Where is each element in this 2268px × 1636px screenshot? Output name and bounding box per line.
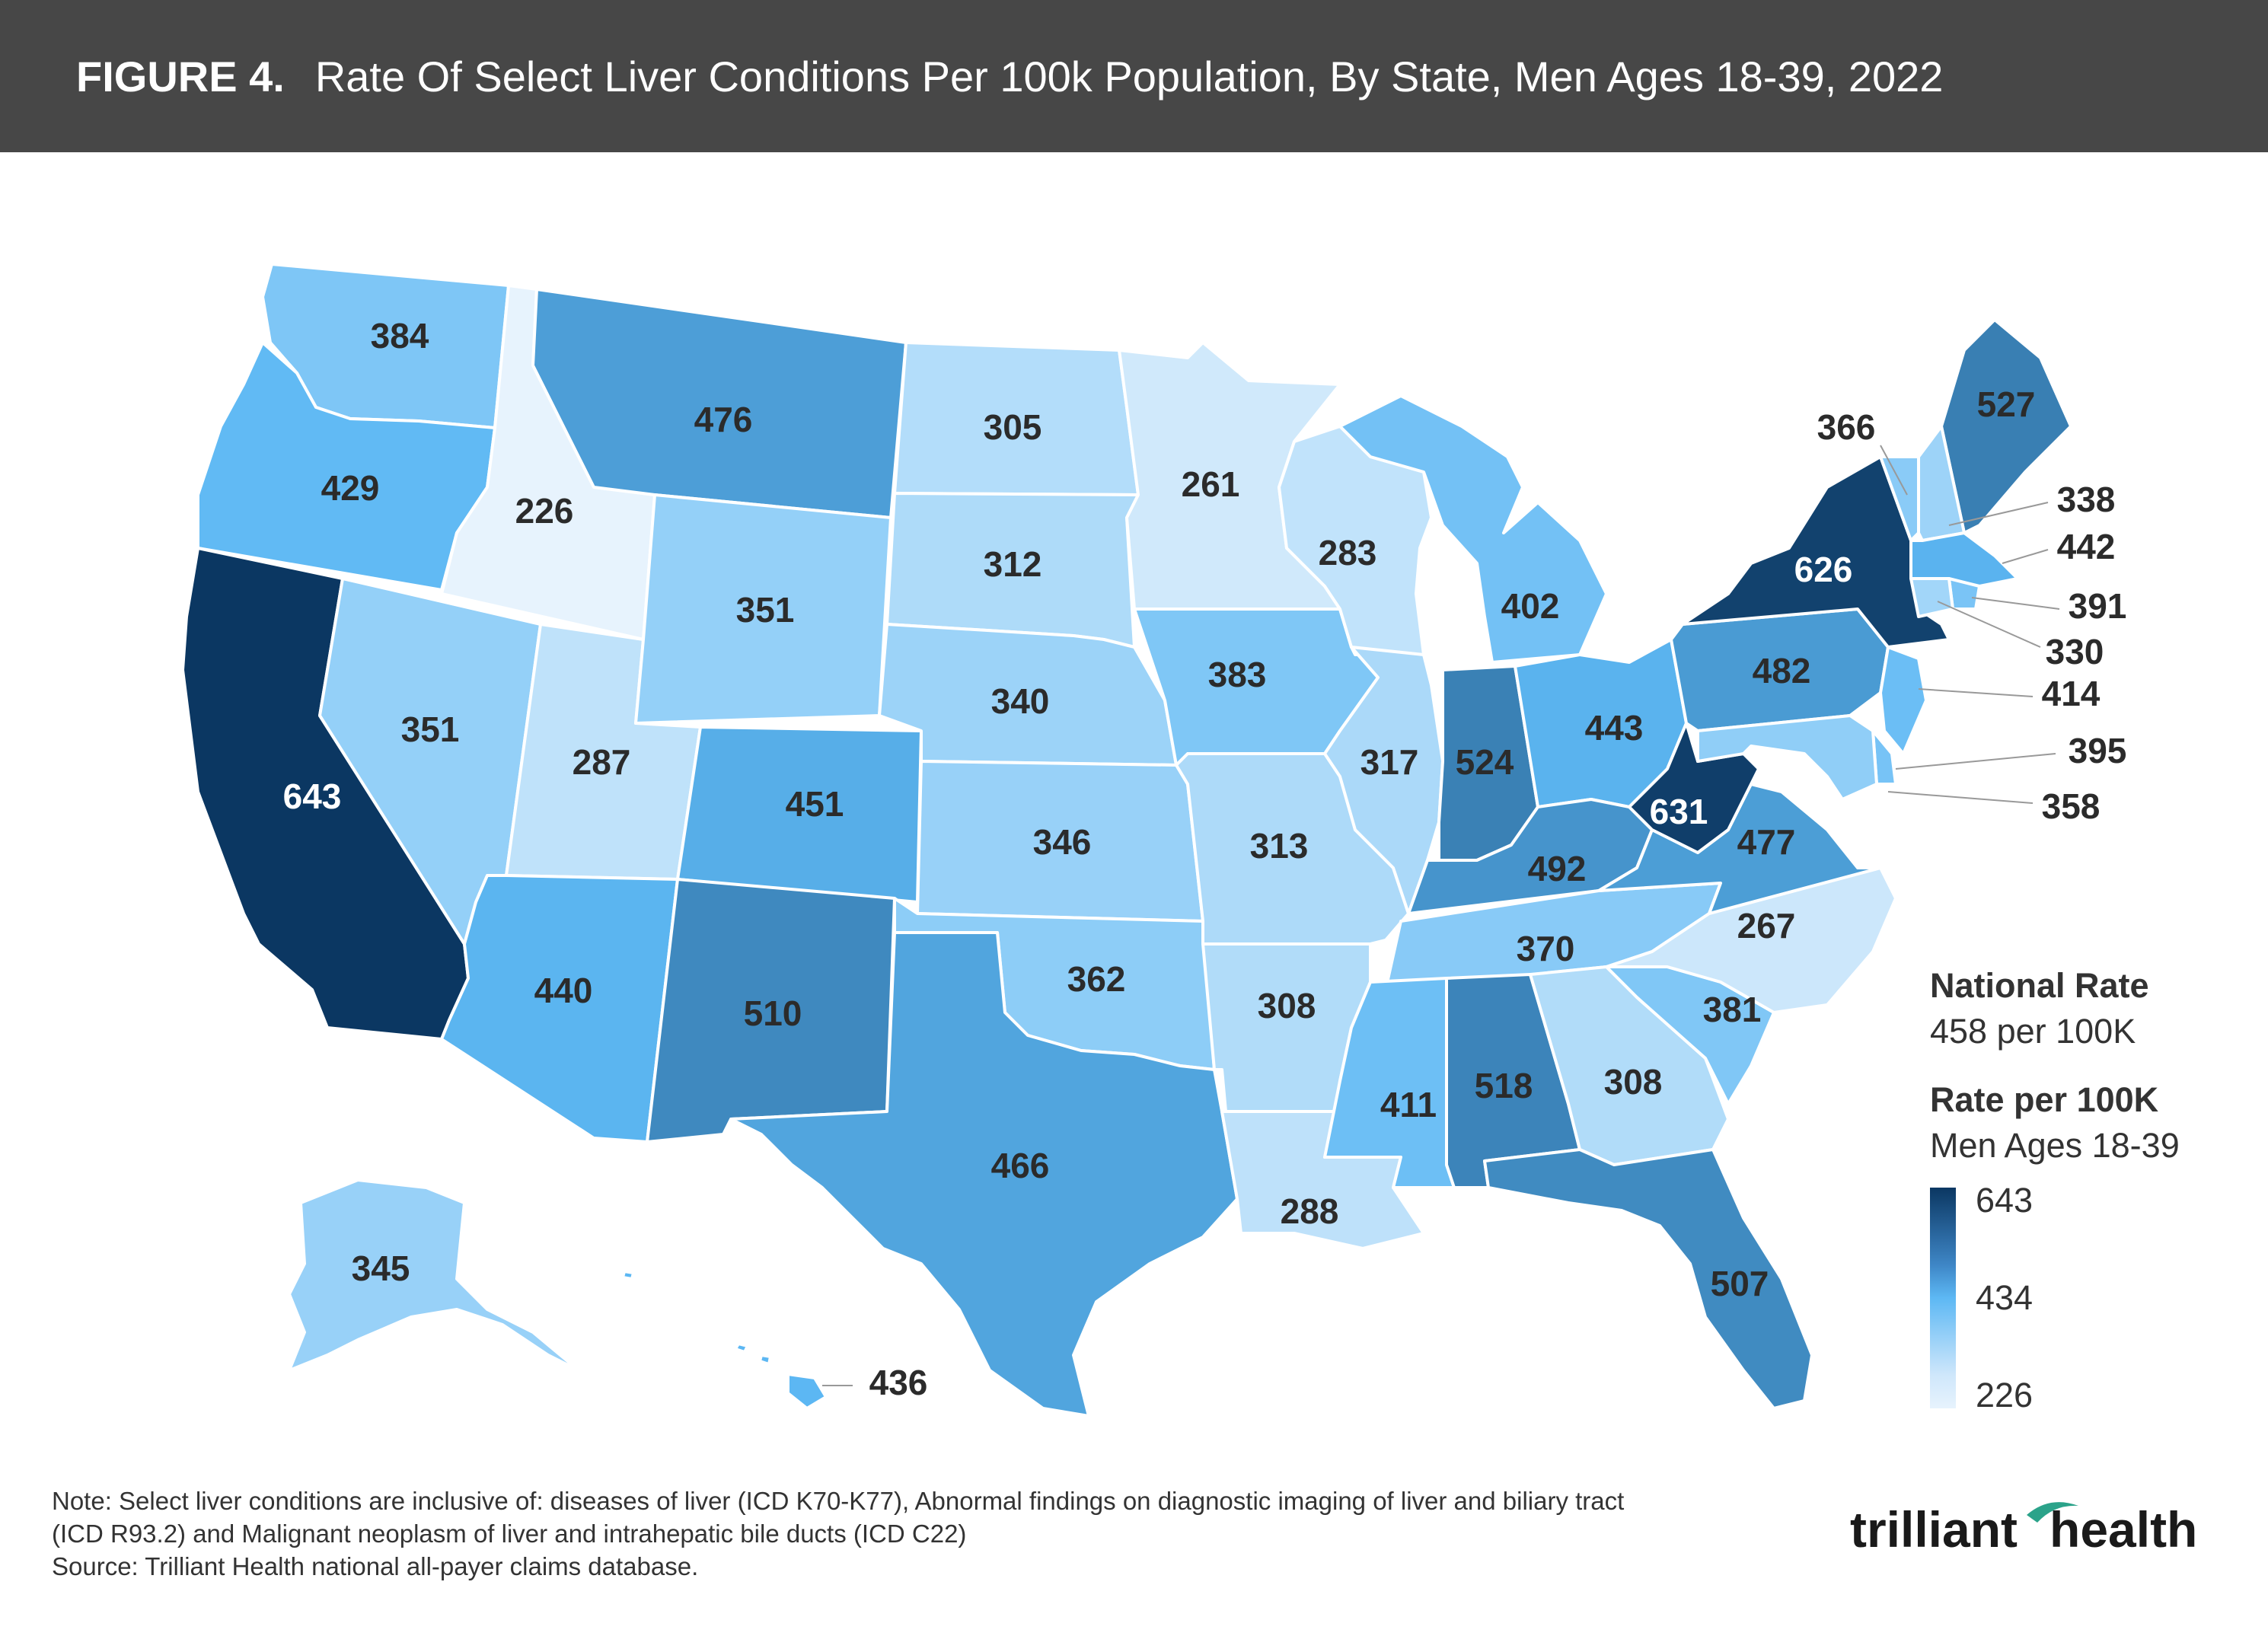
state-value-ny: 626 [1794, 550, 1853, 589]
state-value-nj: 414 [2042, 674, 2101, 713]
scale-subtitle: Men Ages 18-39 [1930, 1126, 2180, 1165]
state-value-id: 226 [515, 491, 574, 531]
state-value-pa: 482 [1753, 651, 1811, 690]
state-value-md: 358 [2042, 786, 2101, 826]
state-value-va: 477 [1737, 822, 1796, 862]
state-mi [1338, 394, 1608, 664]
state-value-wi: 283 [1319, 533, 1377, 572]
scale-tick-min: 226 [1976, 1376, 2034, 1414]
state-value-in: 524 [1456, 742, 1514, 782]
national-rate-title: National Rate [1930, 966, 2149, 1005]
color-scale: 643 434 226 [1930, 1182, 2250, 1414]
figure-title: Rate Of Select Liver Conditions Per 100k… [314, 52, 1944, 100]
state-value-mi: 402 [1501, 586, 1560, 626]
leader-line-md [1887, 791, 2034, 804]
scale-tick-max: 643 [1976, 1181, 2034, 1220]
state-value-wy: 351 [736, 590, 795, 630]
trilliant-health-logo: trilliant health [1850, 1492, 2215, 1561]
state-ct [1909, 577, 1954, 618]
state-value-ma: 442 [2057, 527, 2116, 566]
state-value-mn: 261 [1182, 464, 1240, 504]
state-value-ri: 391 [2069, 586, 2127, 626]
state-value-il: 317 [1360, 742, 1419, 782]
state-nj [1879, 646, 1928, 755]
states-layer [181, 263, 2072, 1418]
state-value-mo: 313 [1250, 826, 1309, 866]
state-value-sc: 381 [1703, 990, 1762, 1029]
note-line-1: Note: Select liver conditions are inclus… [52, 1487, 1625, 1515]
leader-line-ma [2002, 549, 2049, 564]
state-value-ms: 411 [1380, 1085, 1437, 1124]
state-value-ca: 643 [283, 777, 342, 816]
leader-line-ri [1971, 597, 2060, 610]
state-value-nc: 267 [1737, 906, 1796, 946]
state-tx [729, 931, 1239, 1418]
leader-line-nh [1948, 502, 2049, 526]
state-value-ak: 345 [352, 1249, 410, 1288]
leader-line-nj [1918, 688, 2034, 697]
state-value-ut: 287 [573, 742, 631, 782]
state-fl [1483, 1148, 1813, 1410]
state-value-wv: 631 [1650, 792, 1708, 831]
note-line-2: (ICD R93.2) and Malignant neoplasm of li… [52, 1520, 967, 1548]
logo-text-trilliant: trilliant [1850, 1501, 2018, 1558]
state-ak [288, 1178, 580, 1372]
state-value-wa: 384 [371, 316, 429, 356]
national-rate-value: 458 per 100K [1930, 1012, 2136, 1051]
logo-mark: trilliant health [1850, 1501, 2197, 1558]
state-value-la: 288 [1281, 1191, 1339, 1231]
state-value-or: 429 [321, 468, 380, 508]
leader-line-de [1895, 753, 2056, 770]
figure-label: FIGURE 4. [76, 52, 285, 100]
state-value-de: 395 [2069, 731, 2127, 770]
state-hi [621, 1270, 828, 1410]
value-labels: 384 429 643 226 351 287 440 476 351 451 510 305 312 3… [283, 316, 2127, 1402]
state-value-al: 518 [1475, 1066, 1533, 1105]
leader-line-ct [1937, 601, 2041, 648]
state-value-hi: 436 [869, 1363, 928, 1402]
logo-text-health: health [2049, 1501, 2197, 1558]
state-value-ok: 362 [1067, 959, 1126, 999]
leader-line-vt [1880, 445, 1908, 496]
scale-tick-mid: 434 [1976, 1278, 2034, 1317]
figure-header: FIGURE 4. Rate Of Select Liver Condition… [0, 0, 2268, 152]
state-value-sd: 312 [984, 544, 1042, 584]
state-value-ks: 346 [1033, 822, 1092, 862]
state-value-oh: 443 [1585, 708, 1644, 748]
state-value-ky: 492 [1528, 849, 1587, 888]
state-value-co: 451 [786, 784, 844, 824]
state-value-az: 440 [534, 971, 593, 1010]
state-value-ar: 308 [1258, 986, 1316, 1025]
state-me [1940, 318, 2072, 534]
state-value-mt: 476 [694, 400, 753, 439]
state-value-ia: 383 [1208, 655, 1267, 694]
state-value-tx: 466 [991, 1146, 1050, 1185]
state-value-nv: 351 [401, 710, 460, 749]
state-wv [1628, 722, 1760, 854]
state-value-ga: 308 [1604, 1062, 1663, 1102]
state-value-ne: 340 [991, 681, 1050, 721]
state-value-nh: 338 [2057, 480, 2116, 519]
color-scale-bar [1930, 1188, 1956, 1408]
leader-lines [822, 445, 2060, 1386]
state-value-tn: 370 [1517, 929, 1575, 968]
state-value-vt: 366 [1817, 407, 1876, 447]
state-wy [634, 493, 892, 725]
us-choropleth-map: 384 429 643 226 351 287 440 476 351 451 510 305 312 3… [181, 263, 2127, 1418]
state-nc [1605, 866, 1897, 1014]
state-md [1696, 714, 1878, 801]
source-line: Source: Trilliant Health national all-pa… [52, 1552, 699, 1580]
state-value-nm: 510 [744, 993, 802, 1033]
state-value-ct: 330 [2046, 632, 2104, 671]
legend: National Rate 458 per 100K Rate per 100K… [1930, 963, 2250, 1414]
state-value-nd: 305 [984, 407, 1042, 447]
footnote: Note: Select liver conditions are inclus… [52, 1485, 1818, 1583]
scale-title: Rate per 100K [1930, 1080, 2159, 1119]
state-value-me: 527 [1977, 384, 2036, 424]
state-value-fl: 507 [1711, 1264, 1769, 1303]
logo-swoosh-icon [2027, 1502, 2078, 1523]
state-il [1323, 646, 1444, 915]
